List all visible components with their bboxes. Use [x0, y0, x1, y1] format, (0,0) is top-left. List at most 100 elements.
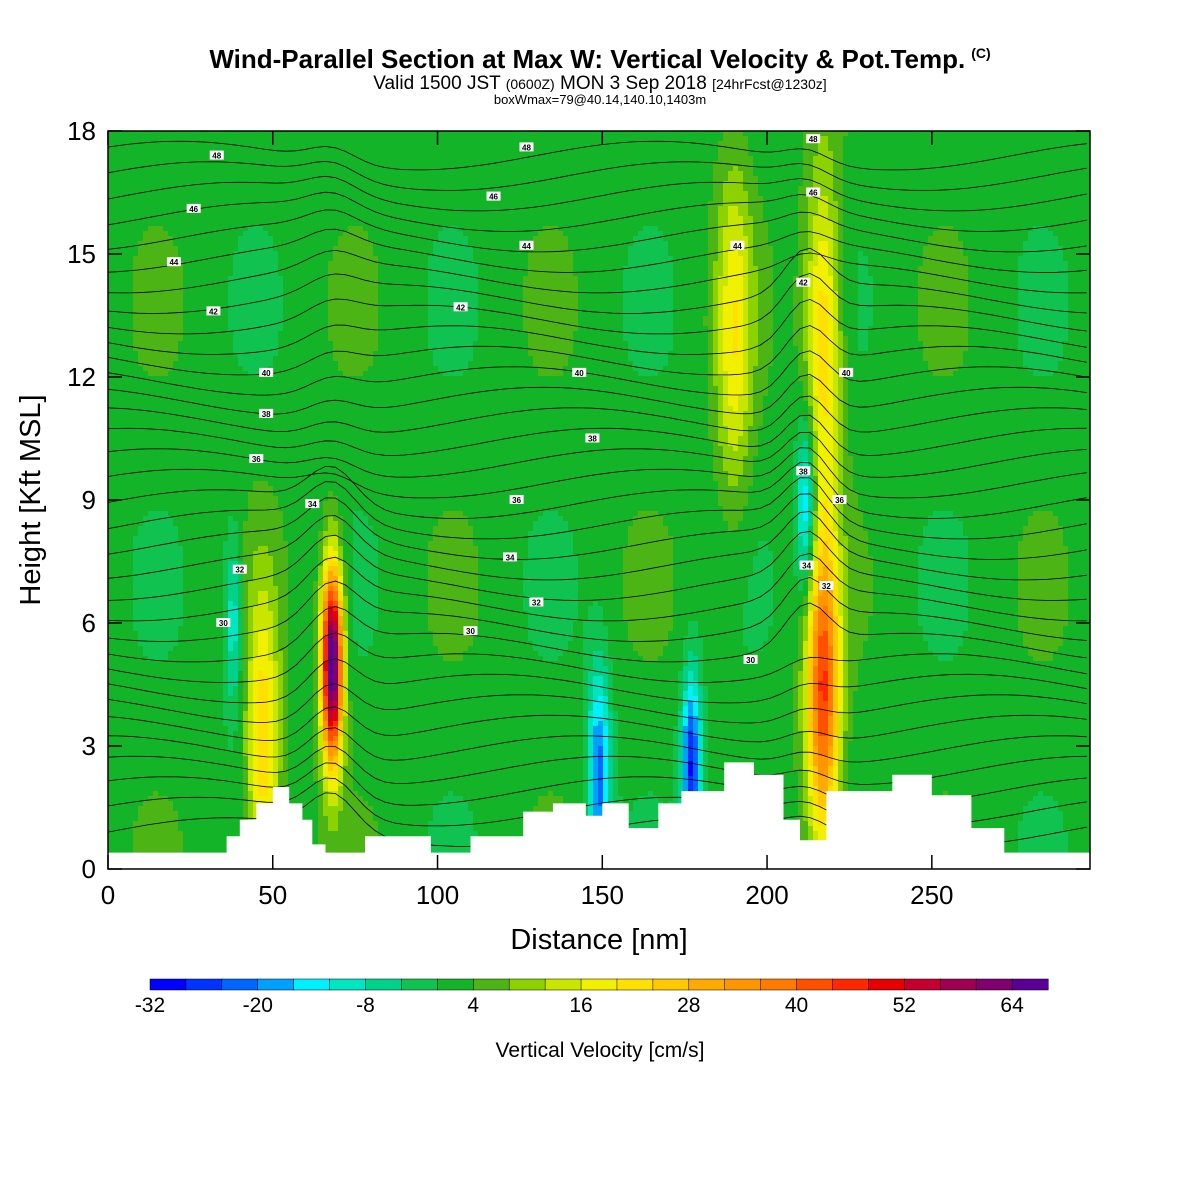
velocity-cell	[278, 241, 284, 247]
velocity-cell	[898, 176, 904, 182]
velocity-cell	[448, 186, 454, 192]
velocity-cell	[968, 201, 974, 207]
velocity-cell	[768, 186, 774, 192]
velocity-cell	[533, 216, 539, 222]
velocity-cell	[503, 236, 509, 242]
velocity-cell	[223, 231, 229, 237]
velocity-cell	[918, 136, 924, 142]
velocity-cell	[888, 176, 894, 182]
velocity-cell	[253, 251, 259, 257]
velocity-cell	[978, 191, 984, 197]
velocity-cell	[708, 221, 714, 227]
velocity-cell	[528, 186, 534, 192]
velocity-cell	[968, 211, 974, 217]
velocity-cell	[938, 166, 944, 172]
velocity-cell	[473, 146, 479, 152]
velocity-cell	[368, 246, 374, 252]
velocity-cell	[768, 166, 774, 172]
velocity-cell	[228, 231, 234, 237]
velocity-cell	[988, 131, 994, 137]
velocity-cell	[1033, 181, 1039, 187]
velocity-cell	[498, 186, 504, 192]
velocity-cell	[193, 226, 199, 232]
velocity-cell	[323, 236, 329, 242]
velocity-cell	[318, 241, 324, 247]
velocity-cell	[173, 181, 179, 187]
velocity-cell	[983, 146, 989, 152]
velocity-cell	[633, 241, 639, 247]
velocity-cell	[938, 156, 944, 162]
velocity-cell	[603, 241, 609, 247]
velocity-cell	[1048, 176, 1054, 182]
velocity-cell	[693, 221, 699, 227]
velocity-cell	[493, 186, 499, 192]
velocity-cell	[198, 166, 204, 172]
velocity-cell	[413, 221, 419, 227]
velocity-cell	[708, 196, 714, 202]
velocity-cell	[958, 231, 964, 237]
chart-title: Wind-Parallel Section at Max W: Vertical…	[0, 44, 1200, 75]
velocity-cell	[303, 176, 309, 182]
velocity-cell	[178, 151, 184, 157]
velocity-cell	[668, 196, 674, 202]
velocity-cell	[288, 241, 294, 247]
velocity-cell	[193, 251, 199, 257]
velocity-cell	[588, 201, 594, 207]
velocity-cell	[298, 161, 304, 167]
velocity-cell	[1038, 221, 1044, 227]
velocity-cell	[1003, 136, 1009, 142]
velocity-cell	[1018, 221, 1024, 227]
velocity-cell	[308, 241, 314, 247]
velocity-cell	[748, 151, 754, 157]
velocity-cell	[1033, 131, 1039, 137]
velocity-cell	[1053, 211, 1059, 217]
velocity-cell	[118, 156, 124, 162]
velocity-cell	[548, 196, 554, 202]
velocity-cell	[268, 161, 274, 167]
velocity-cell	[623, 221, 629, 227]
velocity-cell	[463, 171, 469, 177]
velocity-cell	[373, 146, 379, 152]
velocity-cell	[448, 201, 454, 207]
velocity-cell	[758, 211, 764, 217]
velocity-cell	[768, 171, 774, 177]
velocity-cell	[823, 161, 829, 167]
velocity-cell	[1058, 251, 1064, 257]
velocity-cell	[648, 131, 654, 137]
velocity-cell	[988, 151, 994, 157]
velocity-cell	[658, 176, 664, 182]
velocity-cell	[508, 231, 514, 237]
velocity-cell	[413, 186, 419, 192]
velocity-cell	[688, 141, 694, 147]
velocity-cell	[1088, 231, 1090, 237]
velocity-cell	[843, 161, 849, 167]
velocity-cell	[808, 166, 814, 172]
velocity-cell	[1088, 131, 1090, 137]
velocity-cell	[323, 211, 329, 217]
velocity-cell	[903, 176, 909, 182]
velocity-cell	[983, 236, 989, 242]
velocity-cell	[523, 191, 529, 197]
velocity-cell	[323, 156, 329, 162]
velocity-cell	[293, 206, 299, 212]
velocity-cell	[478, 181, 484, 187]
velocity-cell	[343, 251, 349, 257]
velocity-cell	[1013, 166, 1019, 172]
velocity-cell	[168, 231, 174, 237]
velocity-cell	[563, 206, 569, 212]
velocity-cell	[373, 216, 379, 222]
velocity-cell	[383, 141, 389, 147]
velocity-cell	[788, 156, 794, 162]
velocity-cell	[708, 156, 714, 162]
velocity-cell	[533, 141, 539, 147]
velocity-cell	[733, 221, 739, 227]
velocity-cell	[203, 236, 209, 242]
velocity-cell	[623, 161, 629, 167]
velocity-cell	[353, 221, 359, 227]
velocity-cell	[798, 191, 804, 197]
velocity-cell	[1053, 131, 1059, 137]
velocity-cell	[773, 141, 779, 147]
velocity-cell	[118, 131, 124, 137]
velocity-cell	[248, 171, 254, 177]
velocity-cell	[398, 206, 404, 212]
